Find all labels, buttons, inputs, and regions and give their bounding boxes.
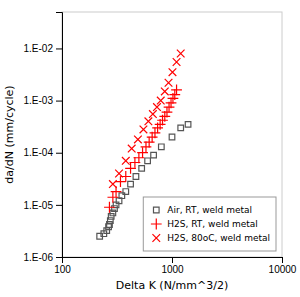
y-tick-mark bbox=[56, 257, 62, 258]
y-axis-title: da/dN (mm/cycle) bbox=[3, 85, 16, 183]
legend-label: H2S, 80oC, weld metal bbox=[167, 233, 270, 243]
y-tick-label: 1.E-02 bbox=[24, 43, 54, 54]
y-tick: 1.E-06 bbox=[24, 252, 62, 263]
plot: 1001000100001.E-061.E-051.E-041.E-031.E-… bbox=[24, 12, 297, 275]
x-tick-mark bbox=[282, 257, 283, 263]
point bbox=[119, 193, 125, 199]
y-axis: 1.E-06 1.E-05 1.E-04 1.E-03 1.E-02 bbox=[24, 13, 63, 263]
point bbox=[149, 110, 157, 118]
point bbox=[165, 79, 173, 87]
point bbox=[161, 88, 169, 96]
point bbox=[134, 136, 142, 144]
y-tick-mark bbox=[56, 101, 62, 102]
legend-label: H2S, RT, weld metal bbox=[167, 219, 258, 229]
y-tick-mark bbox=[56, 153, 62, 154]
y-tick: 1.E-04 bbox=[24, 147, 62, 158]
plot-frame bbox=[62, 12, 282, 257]
legend-frame bbox=[143, 197, 276, 251]
point bbox=[104, 228, 110, 234]
x-tick-label: 100 bbox=[54, 264, 71, 275]
y-tick: 1.E-03 bbox=[24, 95, 62, 106]
y-tick-mark bbox=[56, 48, 62, 49]
point bbox=[108, 214, 114, 220]
point bbox=[177, 50, 185, 58]
y-tick: 1.E-02 bbox=[24, 43, 62, 54]
point bbox=[139, 166, 145, 172]
point bbox=[128, 145, 136, 153]
point bbox=[159, 144, 165, 150]
point bbox=[123, 189, 129, 195]
y-tick-label: 1.E-06 bbox=[24, 252, 54, 263]
point bbox=[150, 128, 161, 139]
point bbox=[115, 170, 123, 178]
point bbox=[128, 181, 134, 187]
legend-symbol bbox=[152, 234, 160, 242]
point bbox=[169, 134, 175, 140]
y-tick: 1.E-05 bbox=[24, 200, 62, 211]
point bbox=[104, 202, 115, 213]
y-tick-label: 1.E-05 bbox=[24, 200, 54, 211]
chart: 1001000100001.E-061.E-051.E-041.E-031.E-… bbox=[0, 0, 300, 297]
x-tick: 100 bbox=[54, 257, 71, 275]
x-axis-line bbox=[63, 258, 283, 264]
legend: Air, RT, weld metal H2S, RT, weld metal H2… bbox=[143, 197, 276, 251]
y-tick-label: 1.E-03 bbox=[24, 95, 54, 106]
legend-symbol bbox=[151, 219, 162, 230]
x-tick: 1000 bbox=[161, 257, 184, 275]
x-tick-mark bbox=[172, 257, 173, 263]
x-axis-title: Delta K (N/mm^3/2) bbox=[116, 279, 228, 292]
point bbox=[178, 125, 184, 131]
x-tick-label: 10000 bbox=[269, 264, 297, 275]
point bbox=[112, 206, 118, 212]
point bbox=[185, 122, 191, 128]
point bbox=[162, 107, 173, 118]
point bbox=[140, 126, 148, 134]
y-tick-mark bbox=[56, 205, 62, 206]
series bbox=[104, 85, 182, 213]
point bbox=[157, 97, 165, 105]
point bbox=[145, 158, 151, 164]
point bbox=[122, 157, 130, 165]
point bbox=[171, 85, 182, 96]
point bbox=[173, 58, 181, 66]
point bbox=[115, 176, 126, 187]
series bbox=[109, 50, 185, 188]
x-axis: 100 1000 10000 bbox=[54, 257, 297, 275]
point bbox=[145, 118, 153, 126]
point bbox=[133, 174, 139, 180]
point bbox=[169, 89, 180, 100]
legend-label: Air, RT, weld metal bbox=[167, 205, 252, 215]
x-tick-label: 1000 bbox=[161, 264, 184, 275]
legend-symbol bbox=[153, 207, 159, 213]
y-axis-line bbox=[56, 13, 63, 258]
point bbox=[109, 180, 117, 188]
point bbox=[151, 152, 157, 158]
point bbox=[144, 137, 155, 148]
point bbox=[169, 68, 177, 76]
y-tick-label: 1.E-04 bbox=[24, 147, 54, 158]
x-tick: 10000 bbox=[269, 257, 297, 275]
